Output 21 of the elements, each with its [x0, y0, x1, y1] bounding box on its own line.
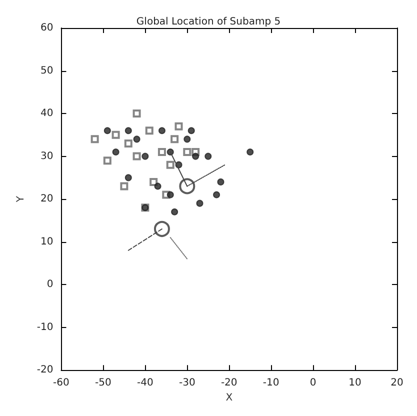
x-axis-title: X — [226, 392, 233, 404]
chart-title: Global Location of Subamp 5 — [136, 16, 281, 28]
y-tick-label: 10 — [40, 236, 54, 248]
x-tick-label: -10 — [262, 378, 280, 389]
x-tick-label: 20 — [390, 378, 404, 389]
y-tick-label: 20 — [40, 194, 54, 205]
x-tick-label: -40 — [137, 378, 154, 389]
x-tick-label: -50 — [95, 378, 112, 389]
y-tick-label: 60 — [40, 22, 54, 34]
x-tick-label: 10 — [348, 378, 362, 389]
x-tick-label: -20 — [220, 378, 238, 389]
x-tick-label: -30 — [178, 378, 196, 389]
y-tick-label: 50 — [40, 65, 54, 76]
y-axis-title: Y — [16, 195, 26, 204]
x-tick-label: 0 — [310, 378, 316, 389]
y-tick-label: 40 — [40, 108, 54, 120]
y-tick-label: 0 — [46, 279, 54, 290]
y-tick-label: 30 — [40, 150, 54, 162]
y-tick-label: -20 — [36, 364, 54, 376]
x-tick-label: -60 — [53, 378, 70, 389]
y-tick-label: -10 — [36, 322, 54, 333]
